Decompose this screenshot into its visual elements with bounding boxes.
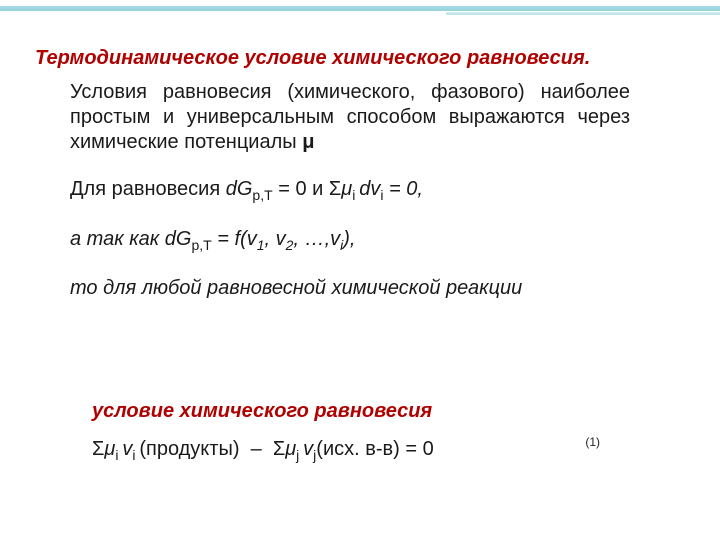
para-intro: Условия равновесия (химического, фазовог… <box>70 80 630 155</box>
decor-line-top-2 <box>446 12 720 15</box>
condition-title: условие химического равновесия <box>92 400 432 423</box>
slide-title: Термодинамическое условие химического ра… <box>35 47 695 70</box>
equation-number: (1) <box>585 435 600 449</box>
para-eq1: Для равновесия dGp,T = 0 и Σμi dvi = 0, <box>70 177 630 205</box>
para-eq3: то для любой равновесной химической реак… <box>70 276 630 301</box>
body-text: Условия равновесия (химического, фазовог… <box>70 80 630 323</box>
para-eq2: а так как dGp,T = f(v1, v2, …,vi), <box>70 227 630 255</box>
slide: Термодинамическое условие химического ра… <box>0 0 720 540</box>
equation-final: Σμi vi (продукты) – Σμj vj(исх. в-в) = 0 <box>92 438 434 463</box>
decor-line-top <box>0 6 720 11</box>
